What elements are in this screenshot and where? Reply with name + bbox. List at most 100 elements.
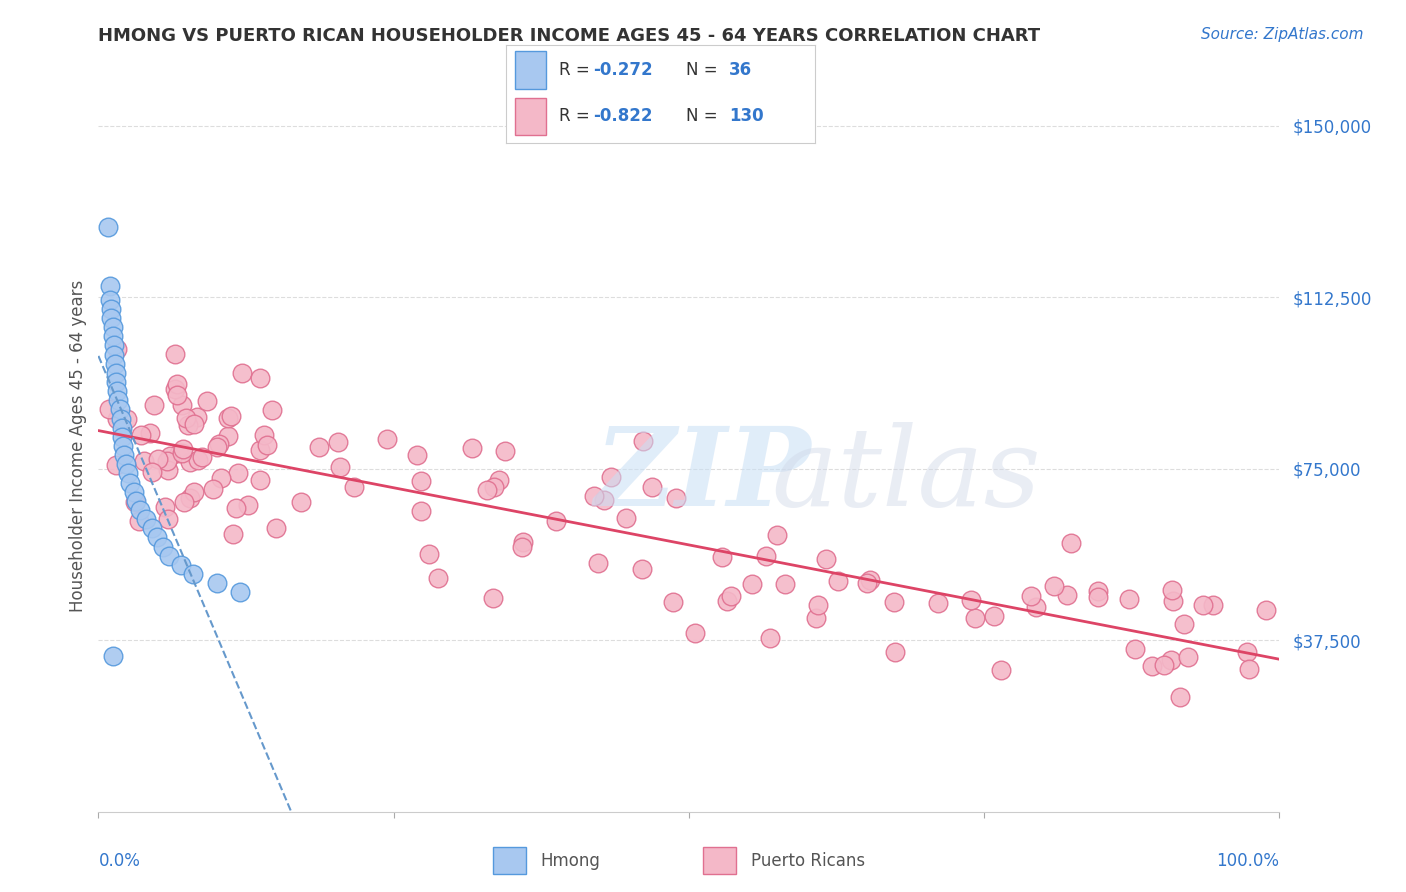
Text: 0.0%: 0.0%: [98, 852, 141, 870]
Point: [460, 441, 482, 455]
Point: [859, 574, 882, 588]
Point: [406, 448, 429, 462]
Point: [720, 589, 742, 603]
FancyBboxPatch shape: [516, 52, 547, 89]
Point: [105, 342, 128, 356]
Point: [226, 466, 249, 480]
Point: [117, 467, 139, 481]
Point: [170, 558, 193, 572]
Point: [104, 458, 127, 473]
Point: [1163, 593, 1185, 607]
Point: [343, 480, 366, 494]
Point: [815, 551, 838, 566]
Point: [411, 504, 433, 518]
Text: 130: 130: [728, 107, 763, 125]
Point: [236, 498, 259, 512]
Point: [1160, 653, 1182, 667]
Point: [260, 403, 283, 417]
Point: [208, 437, 231, 451]
Point: [512, 540, 534, 554]
Text: atlas: atlas: [772, 422, 1042, 529]
Point: [172, 442, 194, 457]
Point: [1087, 584, 1109, 599]
Point: [174, 411, 197, 425]
Point: [103, 347, 125, 362]
Point: [139, 425, 162, 440]
Point: [105, 384, 128, 398]
Point: [665, 491, 688, 505]
Point: [326, 434, 349, 449]
Point: [156, 512, 179, 526]
Point: [512, 535, 534, 549]
Point: [1019, 590, 1042, 604]
Point: [599, 470, 621, 484]
Point: [1160, 582, 1182, 597]
Point: [641, 480, 664, 494]
Point: [418, 547, 440, 561]
Point: [101, 329, 124, 343]
Point: [124, 495, 146, 509]
Point: [105, 375, 128, 389]
Text: Source: ZipAtlas.com: Source: ZipAtlas.com: [1201, 27, 1364, 42]
Point: [927, 596, 949, 610]
Point: [758, 631, 780, 645]
Point: [1140, 658, 1163, 673]
Point: [1236, 645, 1258, 659]
Point: [1256, 603, 1278, 617]
Point: [308, 440, 330, 454]
Point: [169, 446, 191, 460]
Point: [229, 585, 252, 599]
Point: [104, 357, 127, 371]
Point: [111, 420, 134, 434]
Point: [249, 443, 271, 458]
Point: [1237, 663, 1260, 677]
Point: [231, 366, 253, 380]
Point: [827, 574, 849, 588]
Point: [100, 310, 122, 325]
Point: [290, 495, 312, 509]
Point: [804, 611, 827, 625]
Point: [195, 394, 218, 409]
Point: [249, 371, 271, 385]
Text: 36: 36: [728, 62, 752, 79]
Point: [110, 411, 132, 425]
Point: [105, 366, 128, 380]
Point: [990, 663, 1012, 677]
Text: R =: R =: [558, 62, 595, 79]
Point: [98, 279, 121, 293]
Point: [105, 411, 128, 425]
Point: [125, 493, 148, 508]
Point: [153, 500, 176, 514]
Point: [1202, 599, 1225, 613]
Point: [222, 527, 245, 541]
Point: [225, 501, 247, 516]
Point: [716, 594, 738, 608]
Point: [583, 489, 606, 503]
Point: [426, 570, 449, 584]
Point: [107, 393, 129, 408]
Point: [179, 491, 201, 506]
Point: [177, 417, 200, 432]
Point: [201, 482, 224, 496]
Point: [662, 594, 685, 608]
Text: -0.822: -0.822: [593, 107, 652, 125]
Point: [173, 495, 195, 509]
Point: [165, 382, 187, 396]
Point: [166, 387, 188, 401]
Text: Puerto Ricans: Puerto Ricans: [751, 852, 865, 870]
Point: [156, 454, 179, 468]
Point: [482, 591, 505, 605]
Point: [253, 427, 276, 442]
Point: [122, 484, 145, 499]
Point: [112, 448, 135, 462]
Point: [411, 474, 433, 488]
Point: [146, 451, 169, 466]
Point: [141, 465, 163, 479]
Point: [120, 475, 142, 490]
Point: [1168, 690, 1191, 704]
Text: R =: R =: [558, 107, 595, 125]
Point: [205, 440, 228, 454]
Point: [183, 485, 205, 500]
Point: [711, 550, 734, 565]
Point: [1056, 588, 1078, 602]
